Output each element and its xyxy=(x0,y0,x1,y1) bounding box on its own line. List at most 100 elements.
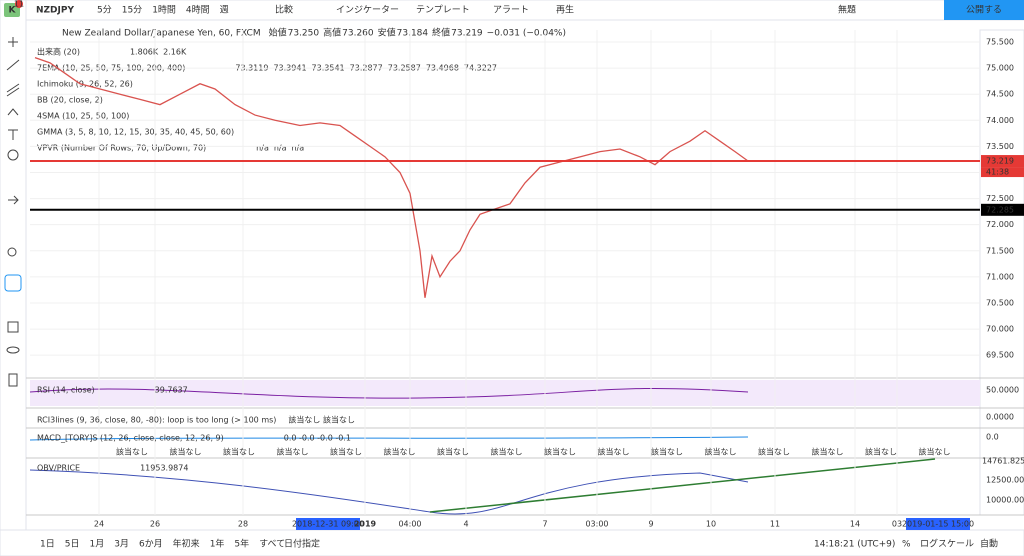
magnet-icon[interactable] xyxy=(4,274,22,292)
y-tick-label: 74.000 xyxy=(986,116,1014,125)
ohlc-label: 安値 xyxy=(378,27,396,39)
top-bar xyxy=(0,0,1024,21)
x-tick-label: 2019 xyxy=(354,520,377,529)
macd-note: 該当なし xyxy=(812,447,844,457)
pane-axis-label: 0.0 xyxy=(986,433,999,442)
publish-button[interactable] xyxy=(944,0,1024,20)
range-button[interactable]: 5日 xyxy=(65,539,80,550)
study-name: 4SMA (10, 25, 50, 100) xyxy=(37,112,129,121)
y-tick-label: 69.500 xyxy=(986,351,1014,360)
publish-label[interactable]: 公開する xyxy=(966,5,1002,16)
interval[interactable]: 1時間 xyxy=(152,5,176,16)
x-tick-label: 03:00 xyxy=(585,520,608,529)
left-toolbar xyxy=(0,0,27,556)
y-tick-label: 73.500 xyxy=(986,142,1014,151)
brush-icon[interactable] xyxy=(7,108,19,116)
pane-axis-label: 50.0000 xyxy=(986,386,1019,395)
lock-icon[interactable] xyxy=(7,321,19,333)
layout[interactable]: 無題 xyxy=(838,4,856,16)
study-name: BB (20, close, 2) xyxy=(37,96,103,105)
price-label: 73.219 xyxy=(986,157,1014,166)
y-tick-label: 72.500 xyxy=(986,194,1014,203)
study-name: Ichimoku (9, 26, 52, 26) xyxy=(37,80,133,89)
pane-name: MACD_[TORY]S (12, 26, close, close, 12, … xyxy=(37,434,224,443)
log-toggle[interactable]: ログスケール xyxy=(920,538,974,550)
macd-line xyxy=(29,436,749,441)
x-tick-label: 11 xyxy=(770,520,780,529)
macd-note: 該当なし xyxy=(330,447,362,457)
study-value: n/a xyxy=(292,144,305,153)
percent-toggle[interactable]: % xyxy=(902,540,911,550)
logo: K xyxy=(9,6,17,16)
interval[interactable]: 4時間 xyxy=(186,5,210,16)
trend-icon[interactable] xyxy=(6,59,20,71)
replay[interactable]: 再生 xyxy=(556,4,574,16)
trash-icon[interactable] xyxy=(8,373,18,387)
study-value: 1.806K xyxy=(130,48,159,57)
y-tick-label: 71.000 xyxy=(986,272,1014,281)
x-tick-label: 26 xyxy=(150,520,160,529)
pane-name: OBV/PRICE xyxy=(37,464,80,473)
left-icons xyxy=(4,37,22,387)
macd-note: 該当なし xyxy=(384,447,416,457)
x-tick-label: 9 xyxy=(648,520,653,529)
x-tick-label: 04:00 xyxy=(398,520,421,529)
interval[interactable]: 週 xyxy=(220,5,229,16)
macd-note: 該当なし xyxy=(865,447,897,457)
ohlc-value: 73.260 xyxy=(342,29,374,39)
study-name: 出来高 (20) xyxy=(37,47,80,57)
study-value: n/a xyxy=(256,144,269,153)
arrow-icon[interactable] xyxy=(8,195,19,205)
range-button[interactable]: 1月 xyxy=(89,539,104,550)
ohlc-label: 始値 xyxy=(269,27,287,39)
compare[interactable]: 比較 xyxy=(275,4,293,16)
range-button[interactable]: 6か月 xyxy=(139,539,163,550)
eye-icon[interactable] xyxy=(6,346,20,354)
price-label-box xyxy=(981,203,1024,216)
range-button[interactable]: 1年 xyxy=(210,538,225,550)
study-value: n/a xyxy=(274,144,287,153)
range-button[interactable]: 1日 xyxy=(40,539,55,550)
alert[interactable]: アラート xyxy=(493,5,529,16)
range-button[interactable]: すべて xyxy=(259,539,285,550)
range-button[interactable]: 5年 xyxy=(234,538,249,550)
range-button[interactable]: 年初来 xyxy=(173,538,200,550)
countdown-box xyxy=(981,167,1024,178)
price-line xyxy=(34,57,749,298)
symbol[interactable]: NZDJPY xyxy=(36,6,74,16)
range-button[interactable]: 3月 xyxy=(114,539,129,550)
x-tick-label: 4 xyxy=(463,520,468,529)
auto-toggle[interactable]: 自動 xyxy=(980,538,998,550)
zoom-icon[interactable] xyxy=(7,247,17,257)
text-icon[interactable] xyxy=(8,129,18,140)
price-label: 72.285 xyxy=(986,205,1014,214)
pattern-icon[interactable] xyxy=(7,149,19,161)
pane-value: 39.7637 xyxy=(155,386,188,395)
interval[interactable]: 5分 xyxy=(97,5,112,16)
x-tick-label: 24 xyxy=(94,520,104,529)
indicators[interactable]: インジケーター xyxy=(336,5,399,16)
interval[interactable]: 15分 xyxy=(122,5,142,16)
study-value: 2.16K xyxy=(163,48,187,57)
goto-date[interactable]: 日付指定 xyxy=(284,538,320,550)
study-name: GMMA (3, 5, 8, 10, 12, 15, 30, 35, 40, 4… xyxy=(37,128,234,137)
y-tick-label: 70.000 xyxy=(986,325,1014,334)
x-tick-label: 14 xyxy=(850,520,860,529)
y-tick-label: 75.000 xyxy=(986,64,1014,73)
macd-note: 該当なし xyxy=(170,447,202,457)
templates[interactable]: テンプレート xyxy=(416,5,470,16)
ohlc-value: 73.219 xyxy=(451,29,483,39)
macd-note: 該当なし xyxy=(223,447,255,457)
pane-separators xyxy=(26,377,1024,516)
crosshair-icon[interactable] xyxy=(8,37,18,47)
price-axis xyxy=(979,29,1024,516)
fib-icon[interactable] xyxy=(6,83,20,97)
macd-note: 該当なし xyxy=(491,447,523,457)
y-tick-label: 70.500 xyxy=(986,298,1014,307)
price-label-box xyxy=(981,155,1024,168)
badge-dot xyxy=(15,0,23,8)
macd-note: 該当なし xyxy=(651,447,683,457)
rsi-band xyxy=(30,380,980,406)
